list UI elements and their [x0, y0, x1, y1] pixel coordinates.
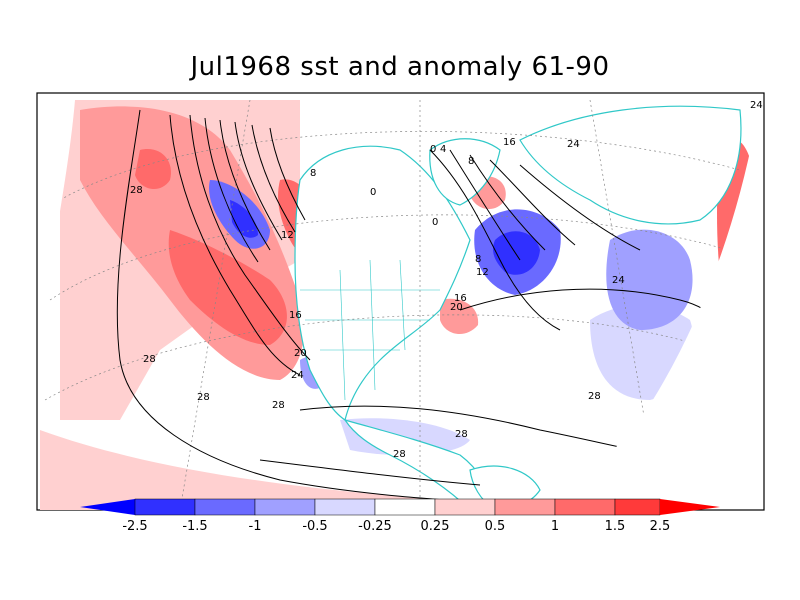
- strong-negative-north-atlantic: [493, 231, 540, 275]
- contour-label: 0: [430, 144, 436, 155]
- contour-label: 28: [143, 354, 156, 365]
- contour-label: 8: [310, 168, 316, 179]
- colorbar-label: 0.25: [421, 519, 450, 534]
- contour-label: 8: [468, 156, 474, 167]
- positive-west-pacific: [135, 149, 171, 190]
- colorbar-label: -1: [249, 519, 262, 534]
- contour-label: 24: [291, 370, 304, 381]
- contour-label: 20: [294, 348, 307, 359]
- colorbar-low-arrow: [80, 499, 135, 515]
- political-boundaries: [300, 259, 440, 401]
- colorbar-label: -0.25: [358, 519, 392, 534]
- contour-label: 16: [503, 137, 516, 148]
- contour-label: 28: [455, 429, 468, 440]
- strong-negative-north-pacific: [230, 200, 258, 238]
- colorbar: -2.5 -1.5 -1 -0.5 -0.25 0.25 0.5 1 1.5 2…: [80, 498, 720, 534]
- contour-label: 12: [476, 267, 489, 278]
- colorbar-label: -0.5: [302, 519, 327, 534]
- contour-label: 28: [272, 400, 285, 411]
- weak-positive-band: [40, 430, 450, 510]
- sst-contours: [116, 109, 741, 506]
- colorbar-label: -1.5: [182, 519, 207, 534]
- contour-label: 28: [588, 391, 601, 402]
- colorbar-label: 1: [551, 519, 559, 534]
- negative-atlantic-east: [606, 229, 693, 330]
- chart-title: Jul1968 sst and anomaly 61-90: [190, 52, 610, 82]
- contour-label: 24: [612, 275, 625, 286]
- eurasia-land: [519, 105, 742, 225]
- contour-label: 0: [432, 217, 438, 228]
- contour-label: 20: [450, 302, 463, 313]
- strong-positive-pacific: [168, 230, 287, 345]
- contour-label: 24: [750, 100, 763, 111]
- colorbar-label: 0.5: [485, 519, 506, 534]
- contour-label: 28: [130, 185, 143, 196]
- contour-label: 0: [370, 187, 376, 198]
- contour-labels: 28 28 28 28 28 28 28 12 16 20 24 24 24 8…: [130, 100, 763, 460]
- contour-label: 4: [440, 144, 446, 155]
- greenland-land: [429, 138, 501, 206]
- colorbar-label: -2.5: [122, 519, 147, 534]
- colorbar-high-arrow: [660, 499, 720, 515]
- colorbar-label: 2.5: [650, 519, 671, 534]
- contour-label: 24: [567, 139, 580, 150]
- contour-label: 28: [393, 449, 406, 460]
- contour-label: 16: [454, 293, 467, 304]
- contour-label: 28: [197, 392, 210, 403]
- colorbar-label: 1.5: [605, 519, 626, 534]
- contour-label: 16: [289, 310, 302, 321]
- contour-label: 12: [281, 230, 294, 241]
- contour-label: 8: [475, 254, 481, 265]
